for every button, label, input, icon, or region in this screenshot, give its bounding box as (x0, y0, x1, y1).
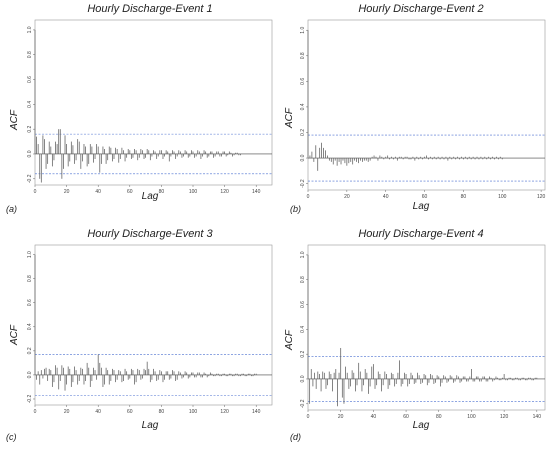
y-tick-label: 1.0 (27, 26, 33, 33)
y-tick-label: 0.2 (300, 129, 306, 136)
x-tick-label: 140 (533, 414, 542, 420)
y-axis-title: ACF (9, 109, 20, 131)
panel-label: (b) (290, 204, 301, 214)
x-tick-label: 120 (220, 409, 229, 415)
chart-title: Hourly Discharge-Event 3 (87, 228, 213, 240)
y-tick-label: -0.2 (300, 179, 306, 188)
plot-frame (34, 19, 273, 186)
panel-event-2: 0 20 40 60 80 100 120 -0.2 0.0 0.2 0.4 0.6 0.8 1.0 Hou… (284, 3, 546, 214)
x-tick-label: 120 (220, 189, 229, 195)
y-tick-label: 0.0 (300, 154, 306, 161)
chart-title: Hourly Discharge-Event 2 (358, 3, 483, 15)
y-tick-label: 0.6 (300, 78, 306, 85)
x-tick-label: 60 (127, 409, 133, 415)
plot-frame (307, 19, 546, 191)
y-tick-label: 0.8 (27, 275, 33, 282)
y-tick-label: 0.4 (27, 101, 33, 108)
y-tick-label: 0.2 (27, 347, 33, 354)
y-tick-label: 1.0 (300, 27, 306, 34)
y-tick-label: -0.2 (27, 174, 33, 183)
x-axis-title: Lag (413, 201, 430, 212)
y-tick-label: 0.4 (27, 323, 33, 330)
x-tick-label: 100 (467, 414, 476, 420)
x-tick-label: 100 (498, 194, 507, 200)
panel-event-3: 0 20 40 60 80 100 120 140 -0.2 0.0 0.2 0.4 0.6 0.8 1.0… (6, 228, 273, 442)
x-tick-label: 0 (34, 189, 37, 195)
x-tick-label: 40 (95, 189, 101, 195)
x-tick-label: 120 (500, 414, 509, 420)
y-tick-label: 1.0 (300, 251, 306, 258)
y-tick-label: 1.0 (27, 251, 33, 258)
panel-event-4: 0 20 40 60 80 100 120 140 -0.2 0.0 0.2 0.4 0.6 0.8 1.0… (284, 228, 546, 442)
x-axis-title: Lag (413, 420, 430, 431)
x-tick-label: 20 (64, 189, 70, 195)
x-tick-label: 0 (34, 409, 37, 415)
panel-label: (d) (290, 432, 301, 442)
y-tick-label: 0.4 (300, 326, 306, 333)
x-tick-label: 0 (307, 194, 310, 200)
x-tick-label: 60 (403, 414, 409, 420)
y-tick-label: 0.2 (27, 125, 33, 132)
x-tick-label: 80 (461, 194, 467, 200)
x-tick-label: 0 (307, 414, 310, 420)
chart-title: Hourly Discharge-Event 4 (358, 228, 483, 240)
y-axis-title: ACF (9, 324, 20, 346)
x-tick-label: 80 (159, 189, 165, 195)
plot-frame (34, 244, 273, 406)
y-tick-label: -0.2 (300, 399, 306, 408)
y-tick-label: 0.6 (27, 299, 33, 306)
x-tick-label: 60 (422, 194, 428, 200)
x-tick-label: 140 (252, 409, 261, 415)
x-axis-title: Lag (142, 420, 159, 431)
x-tick-label: 20 (344, 194, 350, 200)
y-tick-label: 0.8 (300, 52, 306, 59)
x-tick-label: 80 (159, 409, 165, 415)
y-tick-label: 0.8 (27, 51, 33, 58)
x-tick-label: 40 (95, 409, 101, 415)
y-axis-title: ACF (284, 107, 295, 129)
panel-event-1: 0 20 40 60 80 100 120 140 -0.2 0.0 0.2 0.4 0.6 0.8 1.0… (6, 3, 273, 214)
x-tick-label: 40 (371, 414, 377, 420)
x-tick-label: 100 (189, 409, 198, 415)
x-tick-label: 40 (383, 194, 389, 200)
x-axis-title: Lag (142, 191, 159, 202)
chart-title: Hourly Discharge-Event 1 (87, 3, 212, 15)
plot-frame (307, 244, 546, 411)
x-tick-label: 100 (189, 189, 198, 195)
y-tick-label: 0.0 (27, 371, 33, 378)
y-tick-label: 0.8 (300, 276, 306, 283)
y-tick-label: 0.0 (300, 375, 306, 382)
y-axis-title: ACF (284, 329, 295, 351)
y-tick-label: -0.2 (27, 394, 33, 403)
y-tick-label: 0.0 (27, 150, 33, 157)
y-tick-label: 0.4 (300, 103, 306, 110)
x-tick-label: 80 (436, 414, 442, 420)
x-tick-label: 60 (127, 189, 133, 195)
x-tick-label: 20 (338, 414, 344, 420)
panel-label: (a) (6, 204, 17, 214)
y-tick-label: 0.2 (300, 350, 306, 357)
panel-label: (c) (6, 432, 17, 442)
y-tick-label: 0.6 (27, 76, 33, 83)
x-tick-label: 140 (252, 189, 261, 195)
x-tick-label: 120 (537, 194, 546, 200)
x-tick-label: 20 (64, 409, 70, 415)
y-tick-label: 0.6 (300, 301, 306, 308)
